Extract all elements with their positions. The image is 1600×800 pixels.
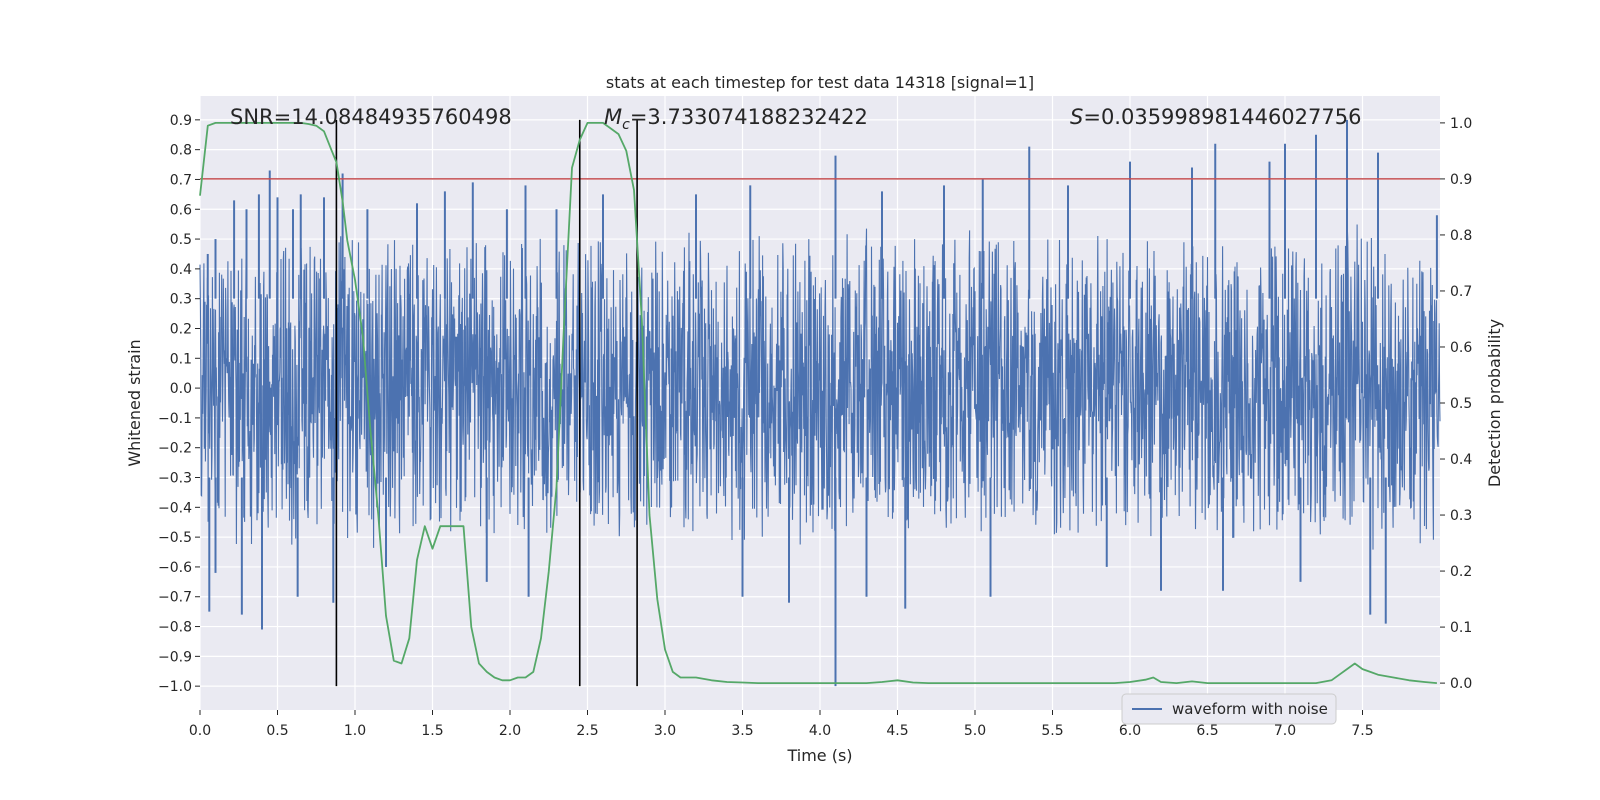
y-axis-left-ticks: 0.9 0.8 0.7 0.6 0.5 0.4 0.3 0.2 0.1 0.0 −0.1 −0.2 −0… bbox=[158, 113, 200, 695]
x-tick-label-6: 3.0 bbox=[654, 723, 676, 739]
legend: waveform with noise bbox=[1121, 693, 1337, 725]
annotation-mc-subscript: c bbox=[622, 117, 630, 133]
x-tick-label-10: 5.0 bbox=[964, 723, 986, 739]
y-right-tick-label-7: 0.3 bbox=[1450, 508, 1472, 524]
y-right-tick-label-0: 1.0 bbox=[1450, 116, 1472, 132]
annotation-s: S=0.035998981446027756 bbox=[1070, 105, 1361, 129]
y-right-tick-label-5: 0.5 bbox=[1450, 396, 1472, 412]
annotation-mc-symbol: M bbox=[604, 105, 622, 129]
y-right-tick-label-9: 0.1 bbox=[1450, 620, 1472, 636]
y-left-tick-label-10: −0.1 bbox=[158, 411, 192, 427]
y-left-tick-label-18: −0.9 bbox=[158, 649, 192, 665]
y-left-tick-label-12: −0.3 bbox=[158, 471, 192, 487]
y-left-tick-label-11: −0.2 bbox=[158, 441, 192, 457]
x-tick-label-14: 7.0 bbox=[1274, 723, 1296, 739]
legend-box bbox=[1121, 693, 1337, 725]
y-left-tick-label-13: −0.4 bbox=[158, 500, 192, 516]
y-right-tick-label-6: 0.4 bbox=[1450, 452, 1472, 468]
chart-title: stats at each timestep for test data 143… bbox=[606, 73, 1034, 92]
x-tick-label-8: 4.0 bbox=[809, 723, 831, 739]
x-tick-label-5: 2.5 bbox=[576, 723, 598, 739]
x-tick-label-12: 6.0 bbox=[1119, 723, 1141, 739]
y-left-tick-label-19: −1.0 bbox=[158, 679, 192, 695]
y-right-tick-label-1: 0.9 bbox=[1450, 172, 1472, 188]
x-tick-label-2: 1.0 bbox=[344, 723, 366, 739]
y-right-tick-label-10: 0.0 bbox=[1450, 676, 1472, 692]
x-tick-label-1: 0.5 bbox=[266, 723, 288, 739]
x-tick-label-11: 5.5 bbox=[1041, 723, 1063, 739]
y-right-tick-label-3: 0.7 bbox=[1450, 284, 1472, 300]
x-tick-label-0: 0.0 bbox=[189, 723, 211, 739]
y-right-tick-label-8: 0.2 bbox=[1450, 564, 1472, 580]
y-axis-left-label: Whitened strain bbox=[125, 339, 144, 466]
y-left-tick-label-1: 0.8 bbox=[170, 143, 192, 159]
x-tick-label-15: 7.5 bbox=[1351, 723, 1373, 739]
y-axis-right-label: Detection probability bbox=[1485, 319, 1504, 487]
x-tick-label-3: 1.5 bbox=[421, 723, 443, 739]
y-left-tick-label-5: 0.4 bbox=[170, 262, 192, 278]
y-left-tick-label-2: 0.7 bbox=[170, 172, 192, 188]
waveform-series bbox=[199, 119, 1441, 687]
y-axis-right-ticks: 1.0 0.9 0.8 0.7 0.6 0.5 0.4 0.3 0.2 0.1 0.0 bbox=[1440, 116, 1472, 692]
probability-line bbox=[199, 122, 1437, 684]
annotation-snr: SNR=14.08484935760498 bbox=[230, 105, 512, 129]
legend-label: waveform with noise bbox=[1172, 700, 1328, 718]
y-left-tick-label-14: −0.5 bbox=[158, 530, 192, 546]
waveform-trace bbox=[199, 224, 1441, 550]
y-left-tick-label-8: 0.1 bbox=[170, 351, 192, 367]
annotation-s-symbol: S bbox=[1070, 105, 1083, 129]
y-left-tick-label-16: −0.7 bbox=[158, 590, 192, 606]
x-tick-label-13: 6.5 bbox=[1196, 723, 1218, 739]
y-left-tick-label-15: −0.6 bbox=[158, 560, 192, 576]
y-left-tick-label-0: 0.9 bbox=[170, 113, 192, 129]
y-left-tick-label-9: 0.0 bbox=[170, 381, 192, 397]
annotation-s-value: =0.035998981446027756 bbox=[1083, 105, 1361, 129]
annotation-mc: Mc=3.733074188232422 bbox=[604, 105, 868, 133]
x-tick-label-9: 4.5 bbox=[886, 723, 908, 739]
x-axis-ticks: 0.0 0.5 1.0 1.5 2.0 2.5 3.0 3.5 4.0 4.5 5.0 5.5 6.0 6… bbox=[189, 710, 1374, 739]
y-left-tick-label-6: 0.3 bbox=[170, 292, 192, 308]
y-left-tick-label-3: 0.6 bbox=[170, 202, 192, 218]
x-tick-label-7: 3.5 bbox=[731, 723, 753, 739]
y-left-tick-label-17: −0.8 bbox=[158, 620, 192, 636]
probability-series bbox=[199, 122, 1437, 684]
y-right-tick-label-2: 0.8 bbox=[1450, 228, 1472, 244]
vertical-lines bbox=[335, 119, 638, 687]
y-right-tick-label-4: 0.6 bbox=[1450, 340, 1472, 356]
y-left-tick-label-4: 0.5 bbox=[170, 232, 192, 248]
x-tick-label-4: 2.0 bbox=[499, 723, 521, 739]
x-axis-label: Time (s) bbox=[786, 746, 852, 765]
annotation-mc-value: =3.733074188232422 bbox=[630, 105, 868, 129]
y-left-tick-label-7: 0.2 bbox=[170, 321, 192, 337]
